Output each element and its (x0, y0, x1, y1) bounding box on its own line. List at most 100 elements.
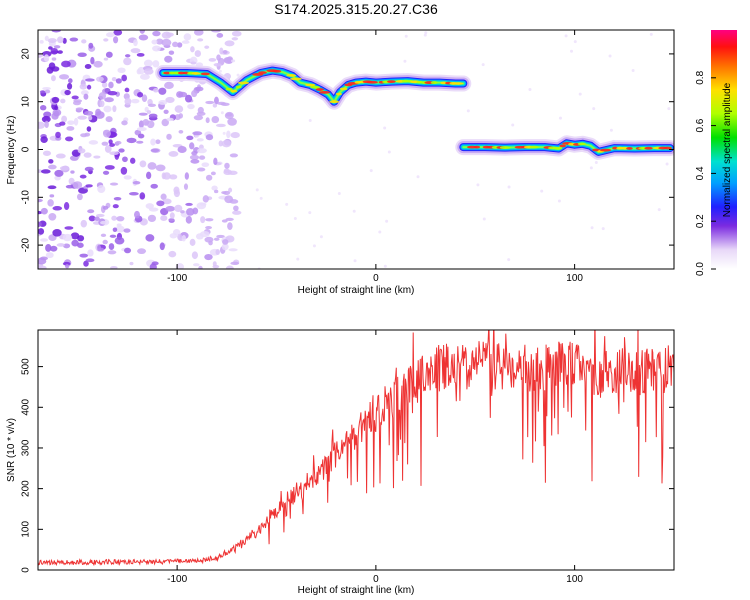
noise-blob (83, 93, 89, 100)
noise-blob (86, 84, 92, 90)
noise-blob (183, 183, 189, 190)
noise-blob (319, 235, 323, 239)
noise-blob (79, 174, 87, 179)
noise-blob (216, 54, 221, 61)
noise-blob (557, 199, 561, 203)
noise-blob (86, 126, 92, 132)
noise-blob (104, 165, 115, 170)
noise-blob (44, 120, 49, 129)
frequency-trace (155, 62, 674, 160)
y-tick-label: 0 (21, 146, 32, 152)
noise-blob (133, 39, 138, 47)
noise-blob (109, 151, 119, 156)
noise-blob (53, 45, 61, 49)
trace-hotspot (319, 90, 331, 94)
noise-blob (69, 37, 79, 42)
trace-hotspot (430, 81, 438, 84)
noise-blob (160, 215, 168, 222)
noise-blob (155, 164, 166, 172)
noise-blob (48, 159, 54, 164)
noise-blob (158, 99, 168, 105)
noise-blob (423, 33, 427, 37)
noise-blob (184, 172, 189, 180)
noise-blob (40, 136, 48, 143)
noise-blob (205, 226, 212, 230)
noise-blob (210, 171, 216, 176)
noise-blob (105, 116, 113, 123)
noise-blob (51, 96, 60, 104)
noise-blob (109, 182, 119, 186)
colorbar: 0.0 0.2 0.4 0.6 0.8 Normalized spectral ampl… (695, 30, 737, 276)
noise-blob (151, 39, 158, 45)
noise-blob (160, 193, 167, 200)
noise-blob (172, 41, 179, 48)
trace-hotspot (339, 87, 348, 91)
noise-blob (205, 218, 214, 222)
noise-blob (102, 239, 108, 245)
noise-blob (148, 113, 158, 119)
noise-blob (124, 247, 132, 254)
noise-blob (85, 78, 95, 82)
noise-blob (49, 245, 58, 252)
noise-blob (112, 105, 117, 113)
noise-blob (39, 256, 48, 261)
noise-blob (507, 185, 511, 189)
chart-title: S174.2025.315.20.27.C36 (274, 1, 438, 17)
noise-blob (225, 112, 233, 117)
trace-hotspot (329, 100, 340, 104)
trace-hotspot (529, 145, 539, 149)
noise-blob (174, 114, 181, 121)
noise-blob (118, 148, 125, 153)
noise-blob (216, 234, 225, 239)
noise-blob (61, 60, 71, 68)
y-tick-label: 0 (21, 567, 32, 573)
noise-blob (102, 205, 109, 210)
noise-blob (129, 261, 134, 266)
trace-hotspot (225, 87, 233, 91)
noise-blob (136, 140, 144, 144)
noise-blob (88, 140, 99, 145)
noise-blob (378, 230, 382, 234)
noise-blob (123, 228, 131, 233)
noise-blob (100, 220, 108, 225)
noise-blob (85, 184, 93, 188)
noise-blob (81, 39, 87, 44)
trace-hotspot (163, 71, 172, 75)
noise-blob (39, 105, 47, 111)
noise-blob (88, 42, 94, 49)
noise-blob (57, 36, 64, 44)
noise-blob (164, 81, 174, 90)
noise-blob (403, 59, 407, 63)
noise-blob (189, 154, 200, 160)
noise-blob (64, 264, 70, 269)
noise-blob (64, 89, 71, 96)
colorbar-gradient (711, 30, 737, 269)
noise-blob (139, 160, 147, 168)
noise-blob (507, 258, 511, 262)
noise-blob (608, 54, 612, 58)
noise-blob (224, 195, 234, 204)
noise-blob (65, 184, 74, 189)
noise-blob (224, 40, 235, 47)
noise-blob (649, 32, 653, 36)
noise-blob (38, 228, 45, 235)
noise-blob (383, 126, 387, 130)
noise-blob (132, 180, 141, 185)
noise-blob (225, 265, 234, 269)
noise-blob (77, 148, 86, 154)
noise-blob (155, 139, 161, 145)
noise-blob (201, 162, 210, 168)
noise-blob (142, 119, 150, 126)
noise-blob (53, 110, 60, 117)
noise-blob (161, 172, 166, 180)
noise-blob (124, 54, 131, 58)
noise-blob (159, 242, 165, 251)
noise-blob (95, 108, 101, 116)
noise-blob (601, 227, 605, 231)
noise-blob (76, 193, 83, 201)
noise-blob (205, 117, 210, 124)
noise-blob (385, 219, 389, 223)
noise-blob (197, 167, 206, 172)
y-tick-label: 400 (21, 399, 32, 416)
